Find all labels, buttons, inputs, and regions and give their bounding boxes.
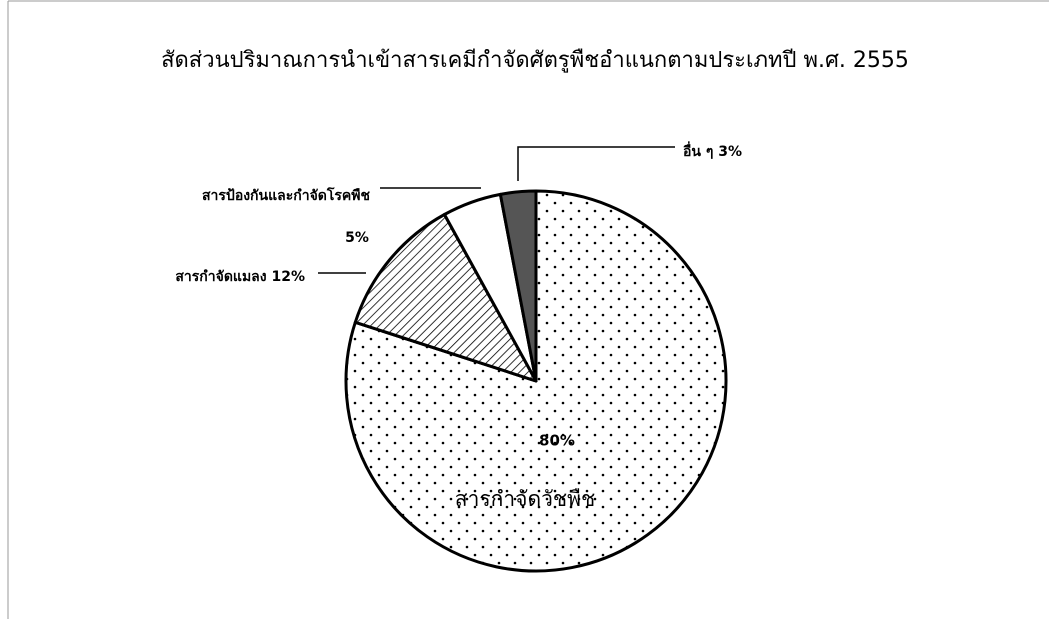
pie-slice: [353, 213, 538, 383]
value-label: 3%: [718, 144, 742, 160]
pie-slice: [344, 189, 728, 573]
value-label: 12%: [271, 269, 305, 285]
leader-line: [517, 146, 675, 181]
data-label: สารป้องกันและกำจัดโรคพืช: [202, 186, 370, 204]
data-label: สารกำจัดวัชพืช: [455, 487, 595, 511]
data-label: อื่น ๆ 3%: [683, 141, 742, 160]
category-label: อื่น ๆ: [683, 141, 713, 160]
data-label: สารกำจัดแมลง 12%: [175, 269, 305, 285]
data-label: 80%: [539, 432, 575, 450]
data-label: 5%: [345, 230, 369, 246]
chart-title: สัดส่วนปริมาณการนำเข้าสารเคมีกำจัดศัตรูพ…: [161, 48, 909, 73]
category-label: สารกำจัดแมลง: [175, 269, 266, 285]
pie-slice: [498, 189, 538, 383]
